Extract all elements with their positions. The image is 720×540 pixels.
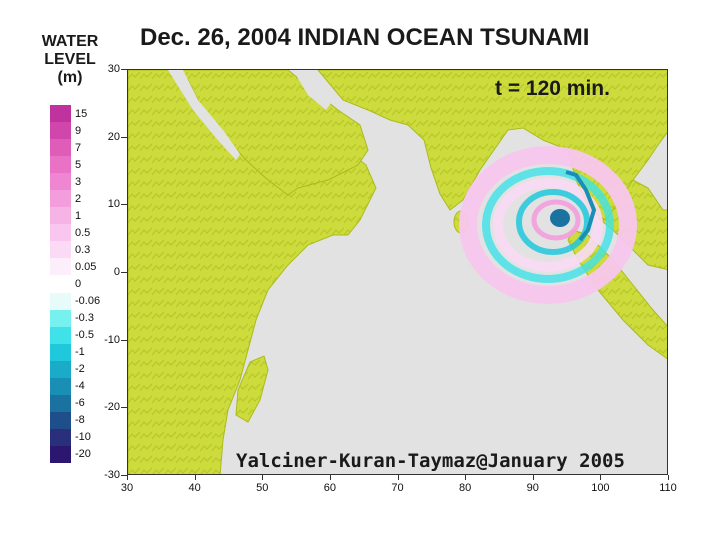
legend-label: 7 xyxy=(75,141,82,154)
legend-swatch xyxy=(50,445,71,464)
sea-red-sea xyxy=(168,70,240,160)
legend-label: 15 xyxy=(75,107,88,120)
legend-swatch xyxy=(50,207,71,225)
legend-swatch xyxy=(50,139,71,157)
y-tick-mark xyxy=(121,407,127,409)
x-tick-label: 50 xyxy=(256,482,269,494)
legend-label: 5 xyxy=(75,158,82,171)
x-tick-mark xyxy=(532,475,534,480)
legend-swatch xyxy=(50,258,71,276)
legend-swatch xyxy=(50,292,71,311)
y-tick-mark xyxy=(121,69,127,70)
legend-swatch xyxy=(50,190,71,208)
time-label: t = 120 min. xyxy=(495,77,610,100)
legend-title: WATER LEVEL (m) xyxy=(22,33,118,87)
map-svg xyxy=(128,70,667,474)
x-tick-mark xyxy=(600,475,602,480)
legend-label: 0.3 xyxy=(75,243,91,256)
y-tick-mark xyxy=(121,339,127,341)
legend-label: -4 xyxy=(75,380,85,393)
land-madagascar xyxy=(235,355,269,423)
y-tick-label: 0 xyxy=(113,266,120,278)
legend-label: -0.06 xyxy=(75,295,101,308)
y-tick-label: -10 xyxy=(104,333,120,346)
legend-swatch xyxy=(50,275,71,294)
x-tick-mark xyxy=(262,475,264,480)
y-tick-mark xyxy=(121,272,127,273)
legend-swatch xyxy=(50,326,71,345)
y-tick-mark xyxy=(121,475,127,476)
coastal-wave-band xyxy=(565,170,597,242)
y-tick-mark xyxy=(121,204,127,206)
legend-label: 1 xyxy=(75,209,82,222)
legend-swatch xyxy=(50,173,71,191)
legend-label: 0.5 xyxy=(75,226,91,239)
legend-label: -0.3 xyxy=(75,312,94,325)
legend-label: 0.05 xyxy=(75,260,97,273)
legend-swatch xyxy=(50,224,71,242)
x-tick-mark xyxy=(668,475,669,480)
legend-label: -8 xyxy=(75,414,85,427)
legend-label: -1 xyxy=(75,346,85,359)
y-tick-mark xyxy=(121,136,127,138)
legend-title-line: LEVEL xyxy=(44,51,96,68)
legend-label: -20 xyxy=(75,448,91,461)
legend-swatch xyxy=(50,122,71,140)
legend-title-line: (m) xyxy=(57,69,83,86)
legend-swatch xyxy=(50,428,71,447)
x-tick-label: 90 xyxy=(526,482,539,494)
x-tick-label: 100 xyxy=(591,482,610,494)
y-tick-label: -20 xyxy=(104,401,120,414)
sea-persian-gulf xyxy=(293,70,333,110)
legend-swatch xyxy=(50,309,71,328)
x-tick-label: 80 xyxy=(459,482,472,494)
x-tick-mark xyxy=(194,475,196,480)
y-tick-label: -30 xyxy=(104,469,120,481)
legend-label: 0 xyxy=(75,278,82,290)
legend-label: -0.5 xyxy=(75,329,94,342)
legend-swatch xyxy=(50,105,71,123)
legend-label: -2 xyxy=(75,363,85,376)
x-tick-label: 40 xyxy=(188,482,201,494)
legend-label: 9 xyxy=(75,124,82,137)
legend-swatch xyxy=(50,411,71,430)
y-tick-label: 10 xyxy=(107,198,120,211)
credit-text: Yalciner-Kuran-Taymaz@January 2005 xyxy=(236,450,625,472)
tsunami-wave-pattern xyxy=(459,146,637,304)
x-tick-label: 70 xyxy=(391,482,404,494)
legend-label: 3 xyxy=(75,175,82,188)
legend-title-line: WATER xyxy=(41,33,99,50)
x-tick-label: 30 xyxy=(120,482,134,494)
map-title: Dec. 26, 2004 INDIAN OCEAN TSUNAMI xyxy=(140,24,590,51)
legend-label: -6 xyxy=(75,397,85,410)
legend-swatch xyxy=(50,343,71,362)
x-tick-mark xyxy=(127,475,128,480)
y-tick-label: 20 xyxy=(107,130,120,143)
legend-swatch xyxy=(50,241,71,259)
legend-swatch xyxy=(50,156,71,174)
legend-swatch xyxy=(50,394,71,413)
legend-label: 2 xyxy=(75,192,82,205)
x-tick-mark xyxy=(465,475,467,480)
legend-swatch xyxy=(50,377,71,396)
x-tick-mark xyxy=(329,475,331,480)
x-tick-mark xyxy=(397,475,399,480)
tsunami-map[interactable] xyxy=(127,69,668,475)
y-tick-label: 30 xyxy=(107,63,120,75)
legend-swatch xyxy=(50,360,71,379)
x-tick-label: 60 xyxy=(323,482,336,494)
legend-color-bar xyxy=(50,105,71,464)
legend-label: -10 xyxy=(75,431,91,444)
x-tick-label: 110 xyxy=(659,482,677,494)
